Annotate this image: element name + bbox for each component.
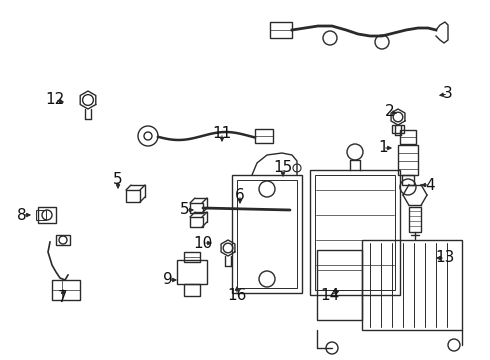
Text: 5: 5 <box>113 172 123 188</box>
Text: 2: 2 <box>385 104 395 120</box>
Bar <box>402 175 414 185</box>
Bar <box>190 203 203 213</box>
Text: 8: 8 <box>17 207 27 222</box>
Text: 10: 10 <box>194 235 213 251</box>
Text: 9: 9 <box>163 273 173 288</box>
Text: 16: 16 <box>227 288 246 302</box>
Text: 5: 5 <box>180 202 190 217</box>
Text: 1: 1 <box>378 140 388 156</box>
Text: 14: 14 <box>320 288 340 302</box>
Bar <box>392 125 404 133</box>
Text: 15: 15 <box>273 161 293 175</box>
Text: 6: 6 <box>235 188 245 202</box>
Bar <box>177 260 207 284</box>
Bar <box>315 175 395 290</box>
Bar <box>255 129 273 143</box>
Bar <box>362 240 462 330</box>
Bar <box>38 207 56 223</box>
Bar <box>237 180 297 288</box>
Text: 3: 3 <box>443 86 453 102</box>
Text: 7: 7 <box>58 291 68 306</box>
Bar <box>184 284 200 296</box>
Bar <box>398 145 418 175</box>
Bar <box>190 217 203 227</box>
Bar <box>310 170 400 295</box>
Bar <box>36 210 46 220</box>
Bar <box>232 175 302 293</box>
Bar <box>52 280 80 300</box>
Bar <box>56 235 70 245</box>
Bar <box>400 130 416 144</box>
Text: 13: 13 <box>435 251 455 266</box>
Bar <box>409 207 421 232</box>
Text: 11: 11 <box>212 126 232 140</box>
Bar <box>270 22 292 38</box>
Bar <box>126 190 140 202</box>
Bar <box>317 250 362 320</box>
Text: 4: 4 <box>425 177 435 193</box>
Text: 12: 12 <box>46 93 65 108</box>
Bar <box>184 252 200 262</box>
